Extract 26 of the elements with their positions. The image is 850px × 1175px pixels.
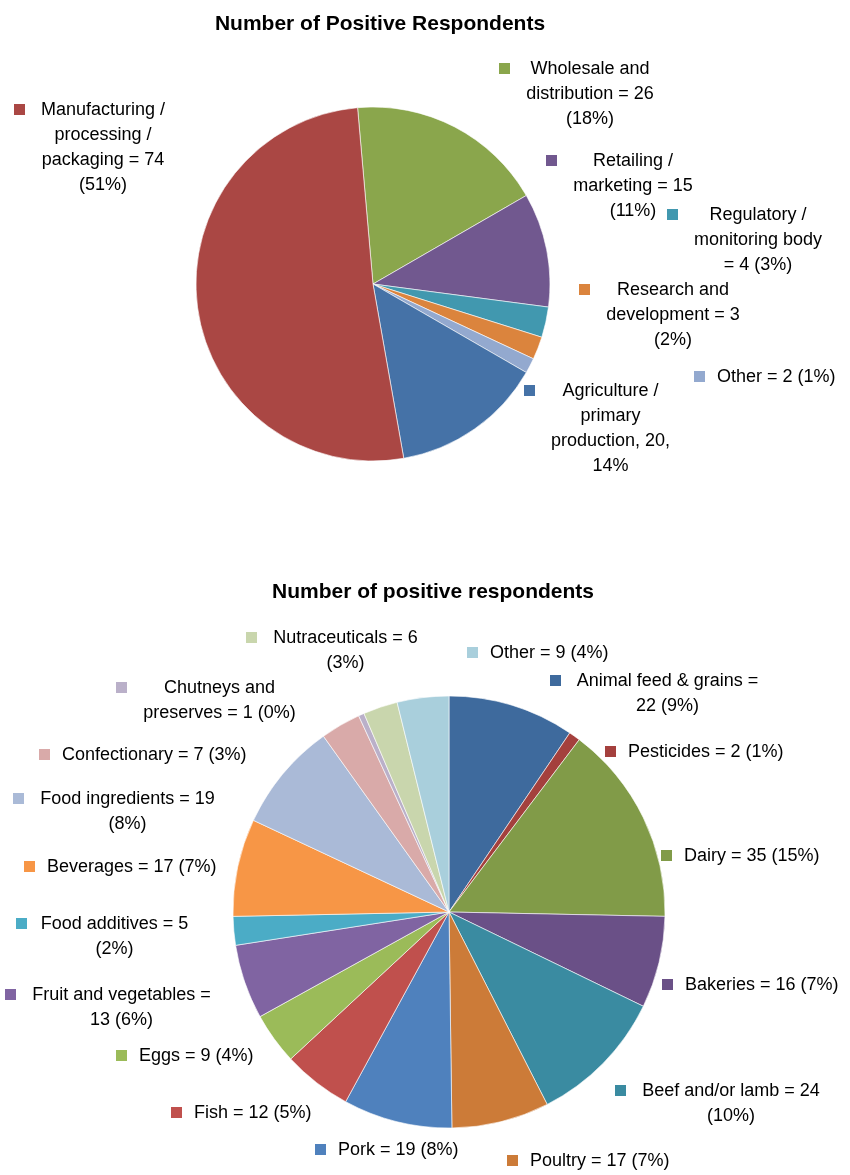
legend-label: Dairy = 35 (15%)	[684, 843, 820, 867]
legend-label: Bakeries = 16 (7%)	[685, 972, 839, 996]
legend-label: Nutraceuticals = 6 (3%)	[272, 625, 419, 674]
legend-label: Beef and/or lamb = 24 (10%)	[641, 1078, 821, 1127]
legend-label: Regulatory / monitoring body = 4 (3%)	[692, 202, 824, 276]
legend-label: Beverages = 17 (7%)	[47, 854, 217, 878]
legend-label: Animal feed & grains = 22 (9%)	[575, 668, 760, 717]
legend-label: Retailing / marketing = 15 (11%)	[572, 148, 694, 222]
legend-label: Agriculture / primary production, 20, 14%	[549, 378, 672, 477]
legend-label: Fish = 12 (5%)	[194, 1100, 312, 1124]
legend-label: Confectionary = 7 (3%)	[62, 742, 247, 766]
legend-label: Research and development = 3 (2%)	[605, 277, 741, 351]
legend-label: Eggs = 9 (4%)	[139, 1043, 254, 1067]
chart-title: Number of positive respondents	[271, 578, 595, 603]
legend-label: Fruit and vegetables = 13 (6%)	[31, 982, 212, 1031]
legend-label: Wholesale and distribution = 26 (18%)	[525, 56, 655, 130]
chart-title: Number of Positive Respondents	[214, 10, 546, 35]
legend-label: Other = 9 (4%)	[490, 640, 609, 664]
legend-label: Poultry = 17 (7%)	[530, 1148, 670, 1172]
legend-label: Food ingredients = 19 (8%)	[39, 786, 216, 835]
legend-label: Other = 2 (1%)	[717, 364, 836, 388]
legend-label: Pesticides = 2 (1%)	[628, 739, 784, 763]
legend-label: Chutneys and preserves = 1 (0%)	[142, 675, 297, 724]
legend-label: Food additives = 5 (2%)	[39, 911, 190, 960]
legend-label: Manufacturing / processing / packaging = 74 (51%)	[39, 97, 167, 196]
legend-label: Pork = 19 (8%)	[338, 1137, 459, 1161]
